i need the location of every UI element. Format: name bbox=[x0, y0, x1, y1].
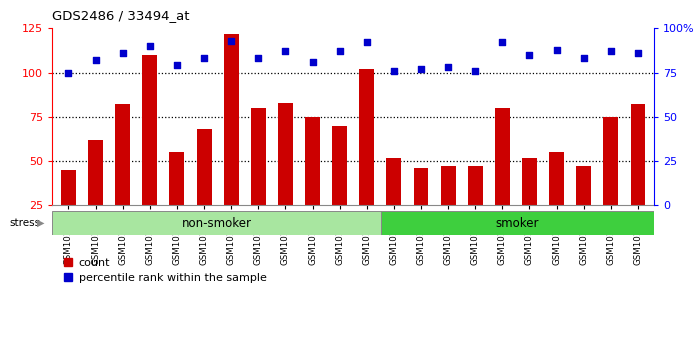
Bar bbox=[576, 166, 591, 205]
Bar bbox=[381, 211, 654, 235]
Bar bbox=[170, 152, 184, 205]
Point bbox=[551, 47, 562, 52]
Bar bbox=[116, 104, 130, 205]
Point bbox=[497, 40, 508, 45]
Bar bbox=[61, 170, 76, 205]
Bar bbox=[468, 166, 483, 205]
Bar bbox=[631, 104, 645, 205]
Point bbox=[578, 56, 590, 61]
Point bbox=[443, 64, 454, 70]
Bar bbox=[495, 108, 510, 205]
Point bbox=[90, 57, 101, 63]
Bar bbox=[549, 152, 564, 205]
Point bbox=[524, 52, 535, 58]
Bar bbox=[522, 158, 537, 205]
Point bbox=[171, 63, 182, 68]
Point bbox=[307, 59, 318, 65]
Bar bbox=[278, 103, 293, 205]
Point bbox=[144, 43, 155, 49]
Text: stress: stress bbox=[9, 218, 40, 228]
Bar bbox=[88, 140, 103, 205]
Text: non-smoker: non-smoker bbox=[182, 217, 251, 230]
Legend: count, percentile rank within the sample: count, percentile rank within the sample bbox=[58, 253, 271, 288]
Point bbox=[361, 40, 372, 45]
Text: smoker: smoker bbox=[496, 217, 539, 230]
Bar bbox=[413, 168, 429, 205]
Bar bbox=[441, 166, 456, 205]
Point bbox=[63, 70, 74, 75]
Point bbox=[226, 38, 237, 44]
Bar bbox=[386, 158, 402, 205]
Text: GDS2486 / 33494_at: GDS2486 / 33494_at bbox=[52, 9, 190, 22]
Point bbox=[253, 56, 264, 61]
Bar bbox=[359, 69, 374, 205]
Bar bbox=[143, 55, 157, 205]
Bar bbox=[196, 129, 212, 205]
Bar bbox=[603, 117, 618, 205]
Point bbox=[633, 50, 644, 56]
Bar bbox=[52, 211, 381, 235]
Bar bbox=[223, 34, 239, 205]
Point bbox=[198, 56, 209, 61]
Point bbox=[280, 48, 291, 54]
Point bbox=[470, 68, 481, 74]
Point bbox=[334, 48, 345, 54]
Bar bbox=[332, 126, 347, 205]
Point bbox=[606, 48, 617, 54]
Point bbox=[416, 66, 427, 72]
Bar bbox=[251, 108, 266, 205]
Point bbox=[117, 50, 128, 56]
Point bbox=[388, 68, 400, 74]
Text: ▶: ▶ bbox=[37, 218, 44, 228]
Bar bbox=[305, 117, 320, 205]
